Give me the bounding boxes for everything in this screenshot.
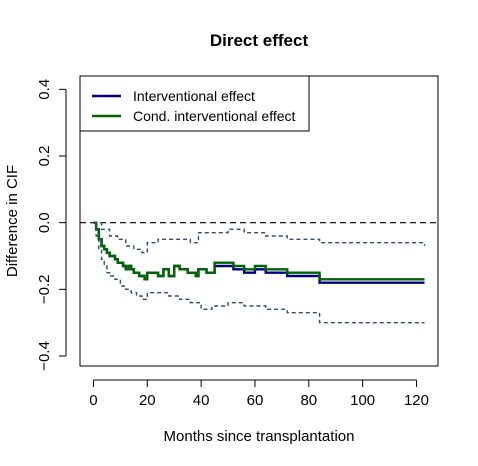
y-tick-label-1: −0.2 [36, 275, 53, 305]
legend: Interventional effect Cond. intervention… [79, 75, 310, 132]
y-tick-label-3: 0.2 [36, 146, 53, 167]
series-line-2 [93, 221, 426, 254]
y-tick-label-2: 0.0 [36, 212, 53, 233]
legend-label-interventional: Interventional effect [133, 88, 255, 104]
chart-title: Direct effect [210, 31, 309, 50]
legend-box [79, 75, 310, 132]
x-tick-label-4: 80 [300, 392, 317, 409]
y-tick-label-4: 0.4 [36, 79, 53, 100]
x-tick-label-5: 100 [350, 392, 375, 409]
legend-label-cond-interventional: Cond. interventional effect [133, 108, 296, 124]
series-layer [93, 221, 426, 324]
y-axis: −0.4 −0.2 0.0 0.2 0.4 [36, 79, 67, 371]
series-line-3 [93, 221, 425, 324]
x-axis: 0 20 40 60 80 100 120 [89, 379, 429, 409]
x-tick-label-6: 120 [404, 392, 429, 409]
x-tick-label-1: 20 [139, 392, 156, 409]
x-tick-label-0: 0 [89, 392, 97, 409]
x-axis-label: Months since transplantation [164, 428, 355, 445]
x-tick-label-2: 40 [193, 392, 210, 409]
series-line-1 [93, 221, 425, 281]
y-axis-label: Difference in CIF [4, 165, 21, 277]
x-tick-label-3: 60 [247, 392, 264, 409]
y-tick-label-0: −0.4 [36, 341, 53, 371]
